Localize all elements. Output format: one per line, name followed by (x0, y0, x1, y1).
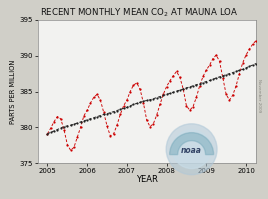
Wedge shape (170, 133, 214, 155)
Text: noaa: noaa (181, 146, 202, 155)
Y-axis label: PARTS PER MILLION: PARTS PER MILLION (10, 60, 16, 124)
Circle shape (166, 124, 217, 175)
Text: RECENT MONTHLY MEAN CO$_2$ AT MAUNA LOA: RECENT MONTHLY MEAN CO$_2$ AT MAUNA LOA (40, 7, 239, 20)
Circle shape (172, 130, 211, 169)
X-axis label: YEAR: YEAR (136, 176, 158, 184)
Text: November 2009: November 2009 (258, 79, 261, 112)
